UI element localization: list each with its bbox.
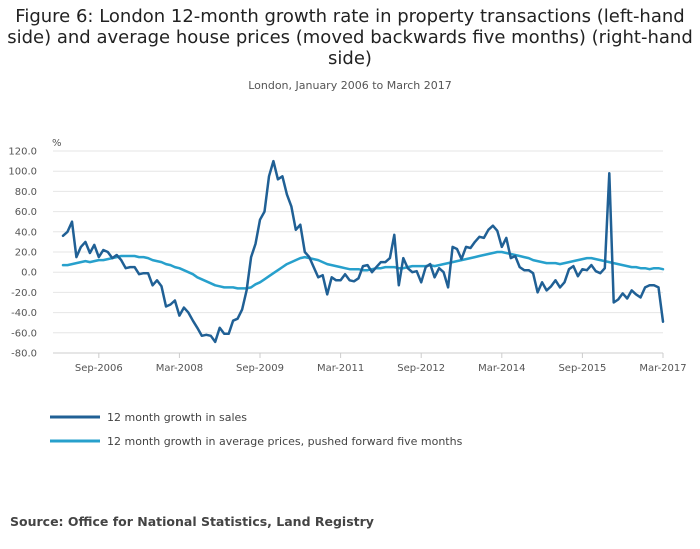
y-tick-label: 0.0: [21, 268, 37, 279]
x-tick-label: Sep-2006: [75, 363, 123, 374]
y-tick-label: -20.0: [11, 288, 37, 299]
y-axis-label: %: [52, 138, 62, 149]
x-tick-label: Mar-2008: [156, 363, 203, 374]
series-lines: [61, 159, 665, 344]
x-tick-label: Mar-2011: [317, 363, 364, 374]
legend: 12 month growth in sales 12 month growth…: [50, 411, 463, 448]
gridlines: [53, 150, 663, 354]
x-tick-label: Mar-2014: [478, 363, 525, 374]
legend-label-sales: 12 month growth in sales: [107, 411, 247, 424]
legend-label-prices: 12 month growth in average prices, pushe…: [107, 435, 463, 448]
y-tick-label: -60.0: [11, 328, 37, 339]
y-tick-label: 40.0: [15, 227, 37, 238]
x-axis: Sep-2006 Mar-2008 Sep-2009 Mar-2011 Sep-2012…: [53, 352, 687, 374]
y-tick-label: 60.0: [15, 207, 37, 218]
x-tick-label: Mar-2017: [639, 363, 686, 374]
y-tick-label: 100.0: [8, 167, 37, 178]
y-tick-label: 20.0: [15, 248, 37, 259]
x-tick-label: Sep-2012: [397, 363, 445, 374]
chart-title: Figure 6: London 12-month growth rate in…: [7, 6, 693, 69]
y-tick-label: -80.0: [11, 349, 37, 360]
source-note: Source: Office for National Statistics, …: [10, 514, 374, 529]
x-tick-label: Sep-2009: [236, 363, 284, 374]
y-axis-ticks: 120.0 100.0 80.0 60.0 40.0 20.0 0.0 -20.0 -40.0 -…: [8, 147, 37, 360]
series-line-prices: [61, 250, 665, 290]
chart-subtitle: London, January 2006 to March 2017: [248, 79, 452, 92]
series-line-sales: [61, 159, 665, 344]
x-tick-label: Sep-2015: [558, 363, 606, 374]
y-tick-label: 120.0: [8, 147, 37, 158]
y-tick-label: -40.0: [11, 308, 37, 319]
y-tick-label: 80.0: [15, 187, 37, 198]
